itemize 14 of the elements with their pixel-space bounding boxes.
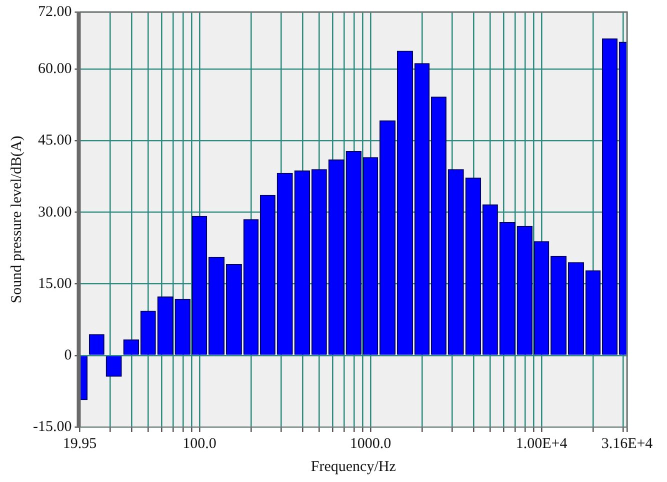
y-tick-label: 45.00 — [38, 132, 72, 149]
y-tick-label: 0 — [64, 347, 72, 364]
x-tick-label: 1.00E+4 — [516, 436, 568, 452]
y-tick-label: 72.00 — [38, 4, 72, 20]
x-tick-label: 1000.0 — [350, 436, 392, 452]
x-tick-label: 19.95 — [62, 436, 97, 452]
y-axis-title: Sound pressure level/dB(A) — [8, 136, 25, 304]
y-tick-label: 30.00 — [38, 204, 72, 220]
y-tick-label: -15.00 — [32, 418, 72, 435]
y-tick-label: 60.00 — [38, 61, 72, 78]
y-tick-label: 15.00 — [38, 276, 72, 292]
x-tick-label: 100.0 — [182, 436, 216, 452]
x-axis-title: Frequency/Hz — [310, 458, 396, 475]
x-tick-label: 3.16E+4 — [601, 436, 654, 452]
